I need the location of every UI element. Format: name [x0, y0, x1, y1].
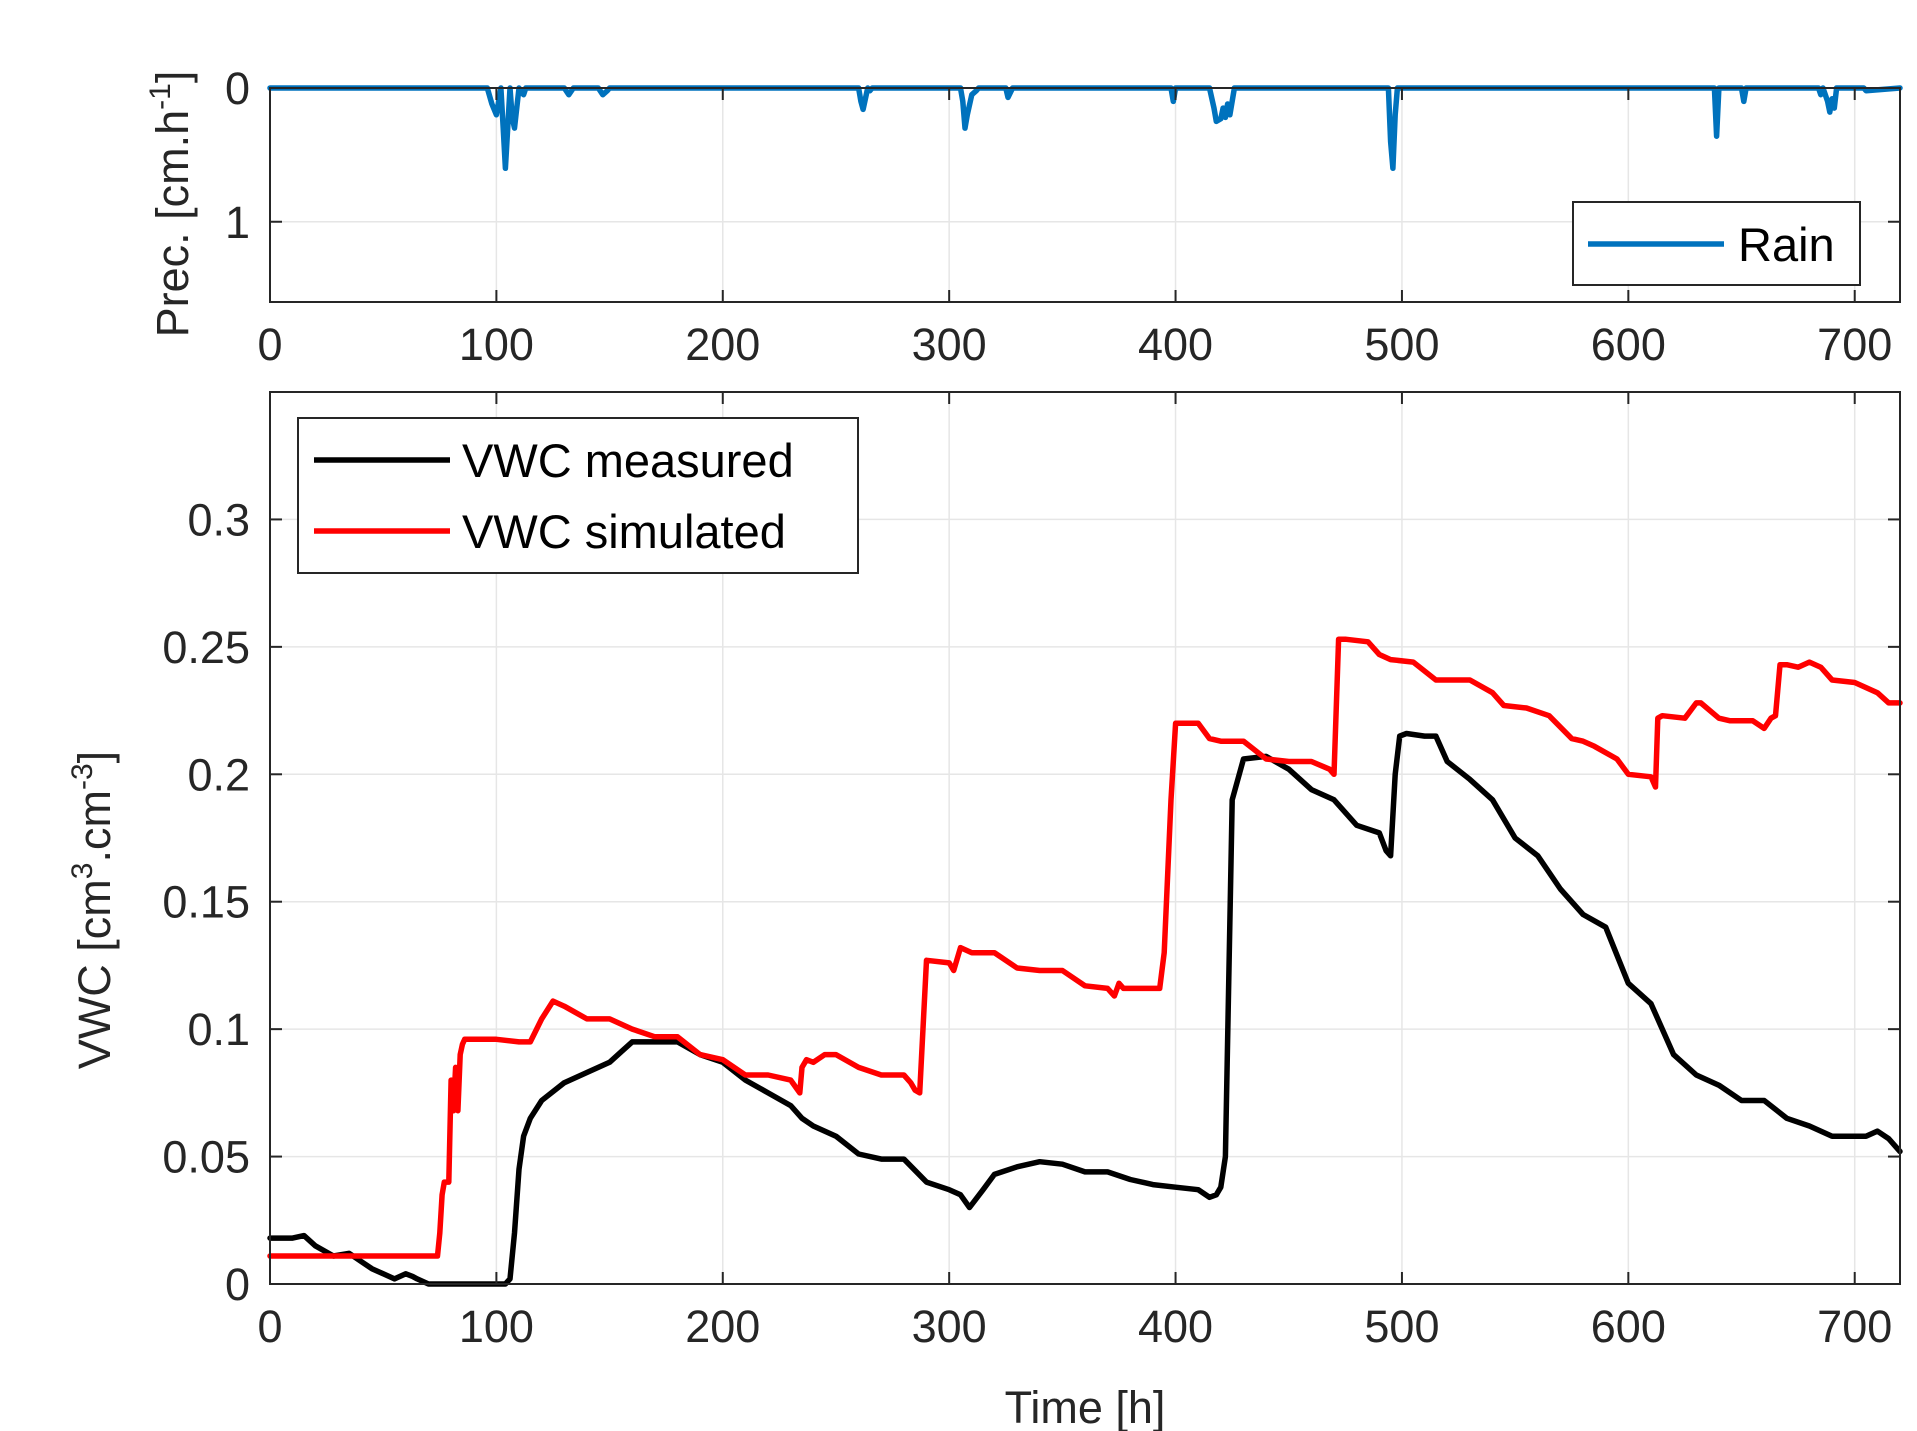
vwc-x-tick-label: 300 — [912, 1301, 987, 1352]
vwc-y-tick-label: 0 — [225, 1259, 250, 1310]
vwc-x-tick-label: 100 — [459, 1301, 534, 1352]
vwc-y-tick-label: 0.15 — [162, 877, 250, 928]
legend-measured-label: VWC measured — [462, 434, 794, 487]
precipitation-x-tick-label: 400 — [1138, 319, 1213, 370]
vwc-panel: 0 100 200 300 400 500 600 700 0 0.05 0.1 0.15 0.2 0.… — [66, 391, 1903, 1431]
vwc-y-tick-label: 0.2 — [187, 749, 250, 800]
vwc-y-tick-label: 0.25 — [162, 622, 250, 673]
vwc-y-axis-label: VWC [cm3.cm-3] — [66, 751, 120, 1069]
vwc-y-tick-labels: 0 0.05 0.1 0.15 0.2 0.25 0.3 — [162, 494, 250, 1310]
vwc-y-tick-label: 0.1 — [187, 1004, 250, 1055]
vwc-legend-box — [297, 417, 859, 574]
vwc-tick-marks — [269, 392, 1900, 1285]
precipitation-x-tick-label: 500 — [1364, 319, 1439, 370]
precipitation-x-tick-label: 0 — [257, 319, 282, 370]
vwc-x-tick-labels: 0 100 200 300 400 500 600 700 — [257, 1301, 1892, 1352]
vwc-x-tick-label: 600 — [1591, 1301, 1666, 1352]
vwc-x-tick-label: 0 — [257, 1301, 282, 1352]
legend-rain-label: Rain — [1738, 218, 1835, 271]
precipitation-y-axis-label: Prec. [cm.h-1] — [144, 71, 198, 338]
precipitation-x-tick-label: 700 — [1817, 319, 1892, 370]
precipitation-x-tick-label: 600 — [1591, 319, 1666, 370]
precipitation-y-tick-label: 0 — [225, 63, 250, 114]
vwc-y-tick-label: 0.3 — [187, 494, 250, 545]
legend-simulated-label: VWC simulated — [462, 505, 786, 558]
precipitation-x-tick-label: 200 — [685, 319, 760, 370]
vwc-y-tick-label: 0.05 — [162, 1132, 250, 1183]
precipitation-y-tick-label: 1 — [225, 197, 250, 248]
vwc-x-tick-label: 400 — [1138, 1301, 1213, 1352]
precipitation-x-tick-label: 300 — [912, 319, 987, 370]
vwc-x-tick-label: 700 — [1817, 1301, 1892, 1352]
vwc-axes-frame — [269, 391, 1901, 1285]
vwc-x-tick-label: 200 — [685, 1301, 760, 1352]
vwc-x-axis-label: Time [h] — [1005, 1382, 1166, 1431]
vwc-legend: VWC measured VWC simulated — [297, 417, 859, 574]
precipitation-legend: Rain — [1572, 201, 1861, 286]
precipitation-x-tick-labels: 0 100 200 300 400 500 600 700 — [257, 319, 1892, 370]
precipitation-panel: 0 100 200 300 400 500 600 700 01 Prec. [cm.h-1]… — [144, 63, 1903, 370]
precipitation-axes-frame — [269, 87, 1901, 303]
series-line-vwc-simulated — [267, 636, 1903, 1259]
precipitation-y-tick-labels: 01 — [225, 63, 250, 248]
precipitation-x-tick-label: 100 — [459, 319, 534, 370]
vwc-x-tick-label: 500 — [1364, 1301, 1439, 1352]
